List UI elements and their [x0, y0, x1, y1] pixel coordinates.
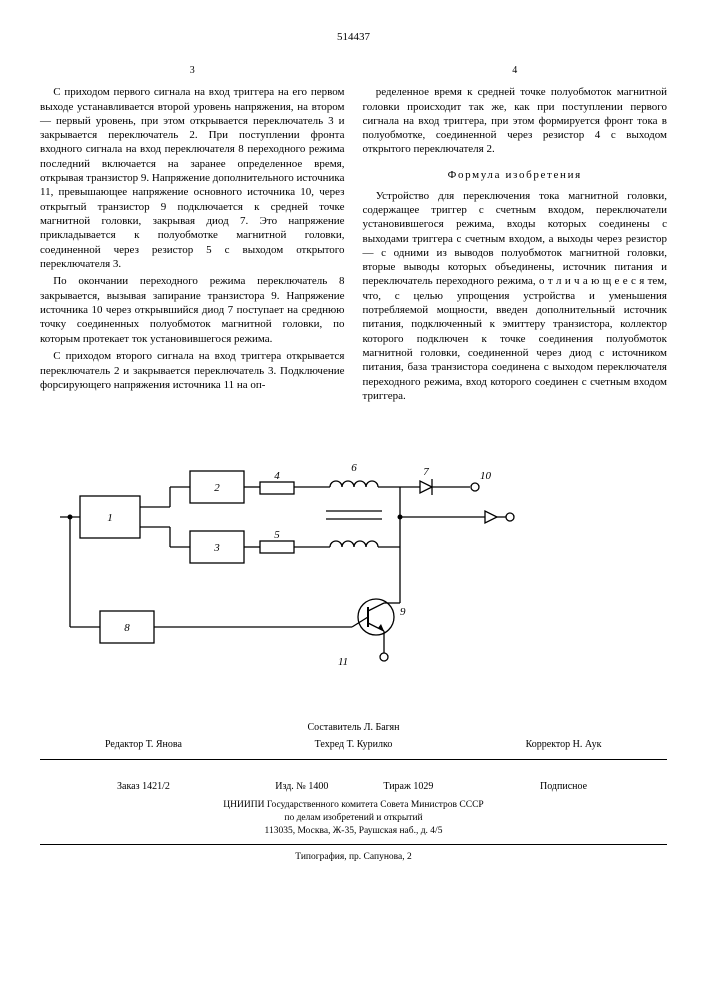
compiler: Составитель Л. Багян [40, 719, 667, 736]
svg-text:2: 2 [214, 482, 220, 494]
svg-text:5: 5 [274, 529, 280, 541]
circuit-diagram: 1 2 3 8 4 5 6 7 10 9 11 [40, 431, 520, 671]
right-p1: ределенное время к средней точке полуобм… [363, 85, 668, 156]
editor: Редактор Т. Янова [40, 736, 247, 753]
svg-text:4: 4 [274, 470, 280, 482]
credits-table: Составитель Л. Багян Редактор Т. Янова Т… [40, 719, 667, 753]
svg-text:9: 9 [400, 606, 406, 618]
sub: Подписное [460, 778, 667, 795]
tech: Техред Т. Курилко [247, 736, 460, 753]
left-p1: С приходом первого сигнала на вход тригг… [40, 85, 345, 271]
corrector: Корректор Н. Аук [460, 736, 667, 753]
svg-text:3: 3 [213, 542, 220, 554]
addr: 113035, Москва, Ж-35, Раушская наб., д. … [40, 825, 667, 837]
org2: Государственного комитета Совета Министр… [267, 800, 484, 810]
left-page-num: 3 [40, 64, 345, 77]
right-page-num: 4 [363, 64, 668, 77]
footer-org: ЦНИИПИ Государственного комитета Совета … [40, 799, 667, 838]
formula-title: Формула изобретения [363, 168, 668, 182]
svg-text:11: 11 [338, 656, 348, 668]
left-p3: С приходом второго сигнала на вход тригг… [40, 349, 345, 392]
tirazh: Тираж 1029 [357, 778, 460, 795]
izd: Изд. № 1400 [247, 778, 357, 795]
imprint-table: Заказ 1421/2 Изд. № 1400 Тираж 1029 Подп… [40, 778, 667, 795]
left-column: 3 С приходом первого сигнала на вход три… [40, 64, 345, 406]
right-p2: Устройство для переключения тока магнитн… [363, 189, 668, 403]
org1: ЦНИИПИ [223, 800, 264, 810]
org3: по делам изобретений и открытий [40, 812, 667, 824]
svg-text:1: 1 [107, 512, 113, 524]
svg-text:6: 6 [351, 462, 357, 474]
text-columns: 3 С приходом первого сигнала на вход три… [40, 64, 667, 406]
doc-number: 514437 [40, 30, 667, 44]
order: Заказ 1421/2 [40, 778, 247, 795]
svg-text:7: 7 [423, 466, 429, 478]
left-p2: По окончании переходного режима переключ… [40, 274, 345, 345]
svg-text:8: 8 [124, 622, 130, 634]
right-column: 4 ределенное время к средней точке полуо… [363, 64, 668, 406]
svg-text:10: 10 [480, 470, 492, 482]
typo: Типография, пр. Сапунова, 2 [40, 851, 667, 863]
